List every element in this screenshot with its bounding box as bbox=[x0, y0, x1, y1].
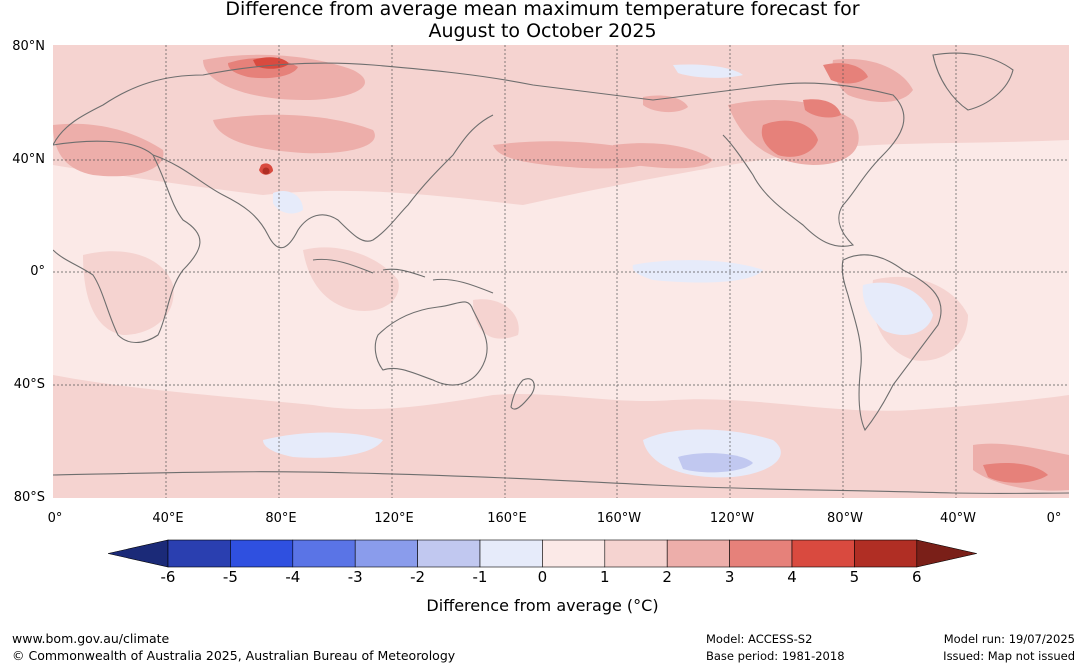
forecast-map[interactable] bbox=[53, 45, 1069, 498]
colour-scale-bin bbox=[167, 539, 231, 568]
lat-label-40s: 40°S bbox=[13, 377, 45, 392]
colour-scale-bin bbox=[354, 539, 418, 568]
coastline-eurasia-north bbox=[53, 62, 654, 146]
colour-scale-tick-label: -4 bbox=[285, 568, 301, 586]
lon-label-80w: 80°W bbox=[827, 511, 863, 526]
map-title-line-1: Difference from average mean maximum tem… bbox=[225, 0, 860, 20]
colour-scale-tick-label: 4 bbox=[787, 568, 797, 586]
coastline-greenland bbox=[932, 52, 1014, 111]
copyright-text: © Commonwealth of Australia 2025, Austra… bbox=[12, 648, 456, 663]
colour-scale-over-arrow bbox=[916, 539, 977, 568]
model-name: Model: ACCESS-S2 bbox=[706, 632, 813, 646]
lon-label-40w: 40°W bbox=[940, 511, 976, 526]
colour-scale-bin bbox=[292, 539, 356, 568]
colour-scale-bin bbox=[729, 539, 793, 568]
lon-label-0-right: 0° bbox=[1046, 511, 1062, 526]
colour-scale-label: Difference from average (°C) bbox=[426, 596, 659, 615]
extreme-warm-anomaly-areas bbox=[262, 167, 270, 175]
coastline-north-america bbox=[652, 82, 905, 247]
cool-anomaly-areas bbox=[678, 453, 753, 473]
colour-scale-bin bbox=[791, 539, 855, 568]
colour-scale-tick-label: -3 bbox=[347, 568, 363, 586]
colour-scale-bin bbox=[666, 539, 730, 568]
website-link[interactable]: www.bom.gov.au/climate bbox=[12, 631, 170, 646]
colour-scale-tick-label: 1 bbox=[600, 568, 610, 586]
lon-label-160e: 160°E bbox=[487, 511, 527, 526]
model-run-date: Model run: 19/07/2025 bbox=[943, 632, 1075, 646]
colour-scale-bin bbox=[479, 539, 543, 568]
coastline-indonesia bbox=[312, 258, 494, 294]
coastline-south-asia bbox=[152, 114, 494, 249]
colour-scale-tick-label: -5 bbox=[222, 568, 238, 586]
strong-warm-anomaly-areas bbox=[228, 58, 1048, 483]
colour-scale-tick-label: -1 bbox=[472, 568, 488, 586]
lon-label-120e: 120°E bbox=[374, 511, 414, 526]
lat-label-equator: 0° bbox=[30, 264, 45, 279]
colour-scale-tick-label: -6 bbox=[160, 568, 176, 586]
lon-label-40e: 40°E bbox=[152, 511, 184, 526]
lon-label-120w: 120°W bbox=[709, 511, 755, 526]
lat-label-80s: 80°S bbox=[13, 490, 45, 505]
lon-label-160w: 160°W bbox=[596, 511, 642, 526]
coastline-new-zealand bbox=[510, 378, 535, 410]
colour-scale-bin bbox=[417, 539, 481, 568]
colour-scale-bin bbox=[230, 539, 294, 568]
colour-scale-bin bbox=[854, 539, 918, 568]
base-period: Base period: 1981-2018 bbox=[706, 649, 845, 663]
coastline-africa bbox=[53, 140, 201, 344]
colour-scale-tick-label: 2 bbox=[662, 568, 672, 586]
colour-scale-tick-label: -2 bbox=[410, 568, 426, 586]
colour-scale-tick-label: 3 bbox=[724, 568, 735, 586]
coastline-south-america bbox=[841, 254, 942, 432]
issue-status: Issued: Map not issued bbox=[943, 649, 1075, 663]
graticule bbox=[53, 45, 1069, 498]
lat-label-40n: 40°N bbox=[12, 152, 45, 167]
colour-scale-under-arrow bbox=[108, 539, 169, 568]
forecast-map-canvas bbox=[53, 45, 1069, 498]
coastline-australia bbox=[374, 301, 488, 386]
colour-scale-tick-label: 6 bbox=[912, 568, 922, 586]
colour-scale-bin bbox=[604, 539, 668, 568]
lat-label-80n: 80°N bbox=[12, 39, 45, 54]
colour-scale-bin bbox=[542, 539, 606, 568]
colour-scale-bar bbox=[108, 539, 977, 568]
lon-label-80e: 80°E bbox=[265, 511, 297, 526]
map-title-line-2: August to October 2025 bbox=[428, 20, 657, 42]
lon-label-0-left: 0° bbox=[47, 511, 63, 526]
coastlines bbox=[53, 52, 1069, 494]
colour-scale-tick-label: 5 bbox=[849, 568, 860, 586]
colour-scale-tick-label: 0 bbox=[537, 568, 548, 586]
coastline-antarctica bbox=[53, 471, 1069, 494]
